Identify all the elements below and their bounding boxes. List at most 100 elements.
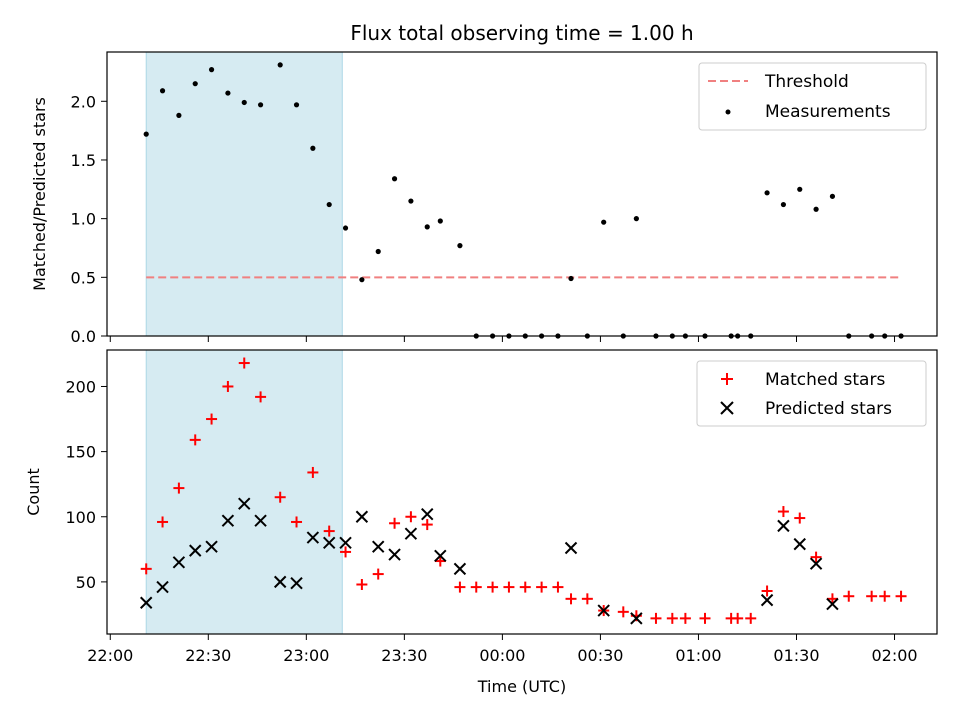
top-legend: Threshold Measurements (698, 62, 927, 131)
matched-star-point (843, 590, 855, 602)
predicted-star-point (172, 556, 186, 569)
measurement-point (342, 225, 349, 231)
matched-star-point (421, 519, 433, 531)
shaded-interval-rect (145, 349, 343, 635)
x-tick-label: 01:30 (773, 646, 819, 665)
top-panel: 0.00.51.01.52.0 Matched/Predicted stars … (30, 51, 938, 346)
x-tick-label: 00:30 (577, 646, 623, 665)
matched-star-point (389, 517, 401, 529)
measurement-point (310, 145, 316, 151)
matched-star-point (879, 590, 891, 602)
matched-star-point (173, 482, 185, 494)
legend-matched-swatch (721, 373, 733, 385)
measurement-point (601, 219, 607, 225)
matched-star-point (405, 511, 417, 523)
top-y-tick-label: 0.0 (71, 327, 96, 346)
top-y-axis-label: Matched/Predicted stars (30, 97, 49, 291)
matched-star-point (356, 578, 368, 590)
matched-star-point (140, 563, 152, 575)
matched-star-point (255, 391, 267, 403)
measurement-point (176, 112, 182, 118)
predicted-star-point (322, 536, 336, 550)
predicted-star-point (254, 514, 267, 527)
bottom-y-tick-label: 150 (65, 443, 96, 462)
matched-star-point (291, 516, 303, 528)
measurement-point (437, 218, 443, 224)
predicted-star-point (793, 537, 806, 551)
measurement-point (829, 193, 836, 199)
predicted-star-point (290, 576, 303, 590)
matched-star-point (323, 525, 335, 537)
measurement-point (143, 131, 149, 137)
x-tick-label: 00:00 (479, 646, 525, 665)
predicted-star-point (404, 527, 418, 540)
x-axis-label: Time (UTC) (477, 677, 566, 696)
matched-star-point (650, 612, 662, 624)
matched-star-point (866, 590, 878, 602)
top-axes-frame (106, 51, 938, 337)
matched-star-point (565, 593, 577, 605)
measurement-point (326, 201, 332, 208)
measurement-point (257, 102, 264, 108)
measurement-point (359, 277, 365, 283)
predicted-star-point (434, 549, 447, 563)
predicted-star-point (355, 510, 369, 523)
x-tick-label: 23:00 (283, 646, 329, 665)
predicted-star-point (630, 612, 643, 625)
matched-star-point (434, 555, 446, 567)
predicted-star-point (339, 536, 352, 550)
x-tick-label: 23:30 (381, 646, 427, 665)
matched-star-point (826, 593, 838, 605)
matched-star-point (274, 491, 286, 503)
legend-measurements-swatch (725, 109, 731, 115)
measurement-point (192, 81, 198, 87)
top-y-tick-label: 1.5 (71, 151, 96, 170)
legend-threshold-label: Threshold (764, 72, 849, 92)
bottom-y-tick-label: 100 (65, 508, 96, 527)
matched-star-point (206, 413, 218, 425)
legend-predicted-swatch (720, 401, 734, 415)
predicted-star-point (238, 497, 251, 510)
predicted-star-point (421, 507, 434, 521)
matched-star-point (552, 581, 564, 593)
predicted-star-point (453, 562, 467, 576)
predicted-star-point (205, 540, 218, 553)
matched-star-point (503, 581, 515, 593)
matched-stars-layer (140, 357, 907, 624)
matched-star-point (222, 380, 234, 392)
legend-predicted-label: Predicted stars (765, 399, 892, 419)
predicted-star-point (221, 514, 235, 527)
matched-star-point (372, 568, 384, 580)
legend-measurements-label: Measurements (765, 102, 891, 122)
bottom-y-tick-label: 200 (65, 377, 96, 396)
bottom-y-axis: 50 100 150 200 (65, 377, 107, 592)
matched-star-point (679, 612, 691, 624)
matched-star-point (895, 590, 907, 602)
matched-star-point (470, 581, 482, 593)
top-y-tick-label: 0.5 (71, 268, 96, 287)
measurement-point (391, 176, 398, 182)
predicted-star-point (189, 544, 202, 557)
measurement-point (241, 99, 247, 106)
top-y-tick-label: 2.0 (71, 92, 96, 111)
predicted-star-point (564, 541, 578, 555)
measurement-point (633, 216, 639, 222)
x-tick-label: 22:30 (185, 646, 231, 665)
top-y-tick-label: 1.0 (71, 210, 96, 229)
matched-star-point (238, 357, 250, 369)
matched-star-point (699, 612, 711, 624)
bottom-shaded-interval (145, 349, 343, 635)
shaded-interval-rect (145, 51, 343, 337)
matched-star-point (810, 551, 822, 563)
predicted-star-point (273, 575, 287, 589)
bottom-legend-box (696, 360, 927, 427)
matched-star-point (340, 546, 352, 558)
measurement-point (568, 275, 574, 282)
matched-star-point (581, 593, 593, 605)
matched-star-point (732, 612, 744, 624)
measurement-point (457, 243, 463, 249)
matched-star-point (761, 585, 773, 597)
measurement-point (780, 201, 787, 208)
measurement-point (159, 88, 166, 94)
